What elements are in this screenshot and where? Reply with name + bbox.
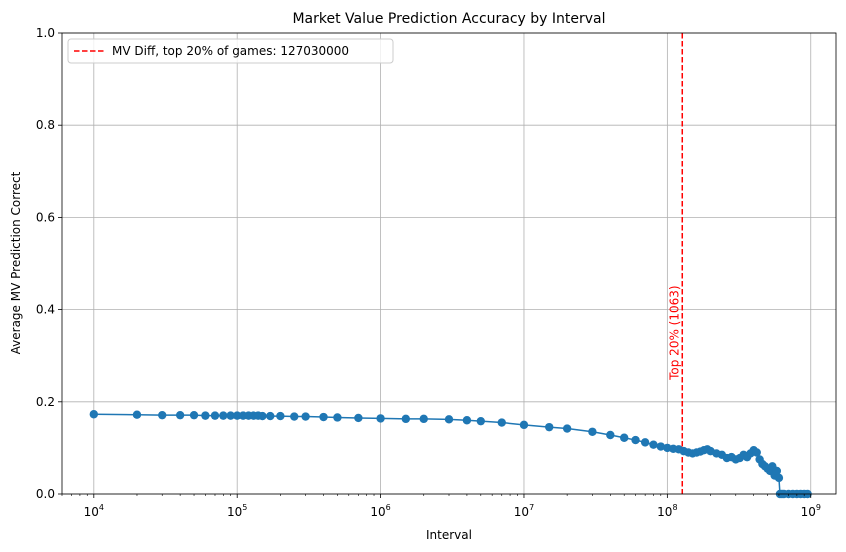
x-tick-base: 10 [657, 505, 672, 519]
data-point [132, 410, 142, 419]
x-tick-exponent: 5 [242, 503, 247, 512]
y-tick-label: 0.4 [36, 303, 55, 317]
data-point [258, 411, 267, 421]
data-point [266, 411, 275, 421]
data-point [545, 422, 554, 432]
data-point [649, 440, 658, 449]
data-point [232, 411, 242, 420]
data-point [640, 438, 650, 447]
data-point [588, 427, 597, 436]
data-point [301, 412, 310, 421]
y-tick-label: 1.0 [36, 26, 55, 40]
threshold-group: Top 20% (1063) [667, 33, 684, 494]
data-point [497, 418, 506, 427]
y-tick-label: 0.0 [36, 487, 55, 501]
x-tick-base: 10 [801, 505, 816, 519]
data-point [752, 448, 761, 457]
data-point [376, 414, 385, 423]
x-tick-exponent: 6 [386, 503, 391, 512]
y-axis-label: Average MV Prediction Correct [9, 171, 23, 354]
plot-frame [61, 32, 837, 495]
data-point [354, 413, 363, 423]
data-point [219, 411, 228, 420]
data-point [562, 424, 572, 433]
data-point [462, 416, 472, 425]
series-group [89, 410, 812, 499]
threshold-label: Top 20% (1063) [667, 285, 681, 380]
y-tick-label: 0.8 [36, 118, 55, 132]
x-tick-label: 107 [514, 503, 534, 519]
y-tick-label: 0.6 [36, 210, 55, 224]
data-point [774, 473, 784, 483]
x-tick-label: 109 [801, 503, 821, 519]
legend-label: MV Diff, top 20% of games: 127030000 [112, 44, 349, 58]
grid-lines [62, 32, 836, 495]
data-point [189, 410, 199, 420]
data-point [519, 420, 529, 430]
data-point [606, 430, 615, 440]
data-point [619, 433, 629, 442]
legend: MV Diff, top 20% of games: 127030000 [67, 38, 394, 64]
data-point [319, 412, 328, 422]
data-point [175, 410, 185, 420]
data-point [89, 410, 99, 419]
data-point [158, 410, 167, 420]
x-tick-exponent: 8 [672, 503, 677, 512]
legend-box [67, 38, 394, 64]
chart-title: Market Value Prediction Accuracy by Inte… [292, 11, 605, 27]
data-point [419, 414, 428, 424]
data-point [210, 411, 220, 420]
data-point [656, 442, 666, 451]
x-tick-base: 10 [370, 505, 385, 519]
x-tick-exponent: 4 [99, 503, 104, 512]
x-tick-base: 10 [514, 505, 529, 519]
data-point [333, 413, 342, 422]
x-tick-label: 106 [370, 503, 390, 519]
data-point [631, 435, 640, 445]
data-point [444, 415, 454, 424]
x-tick-base: 10 [84, 505, 99, 519]
data-point [201, 411, 210, 420]
data-point [276, 411, 285, 421]
x-axis-ticks: 104 105 106 107 108 109 [61, 494, 821, 519]
data-point [290, 412, 299, 421]
x-tick-exponent: 7 [529, 503, 534, 512]
data-point [401, 414, 411, 424]
data-point [476, 416, 486, 426]
x-tick-label: 104 [84, 503, 104, 519]
data-point [226, 411, 235, 420]
x-tick-label: 108 [657, 503, 677, 519]
y-tick-label: 0.2 [36, 395, 55, 409]
x-axis-label: Interval [426, 528, 472, 542]
x-tick-base: 10 [227, 505, 242, 519]
x-tick-exponent: 9 [816, 503, 821, 512]
data-point [772, 466, 782, 476]
y-axis-ticks: 0.0 0.2 0.4 0.6 0.8 1.0 [36, 26, 62, 501]
x-tick-label: 105 [227, 503, 247, 519]
